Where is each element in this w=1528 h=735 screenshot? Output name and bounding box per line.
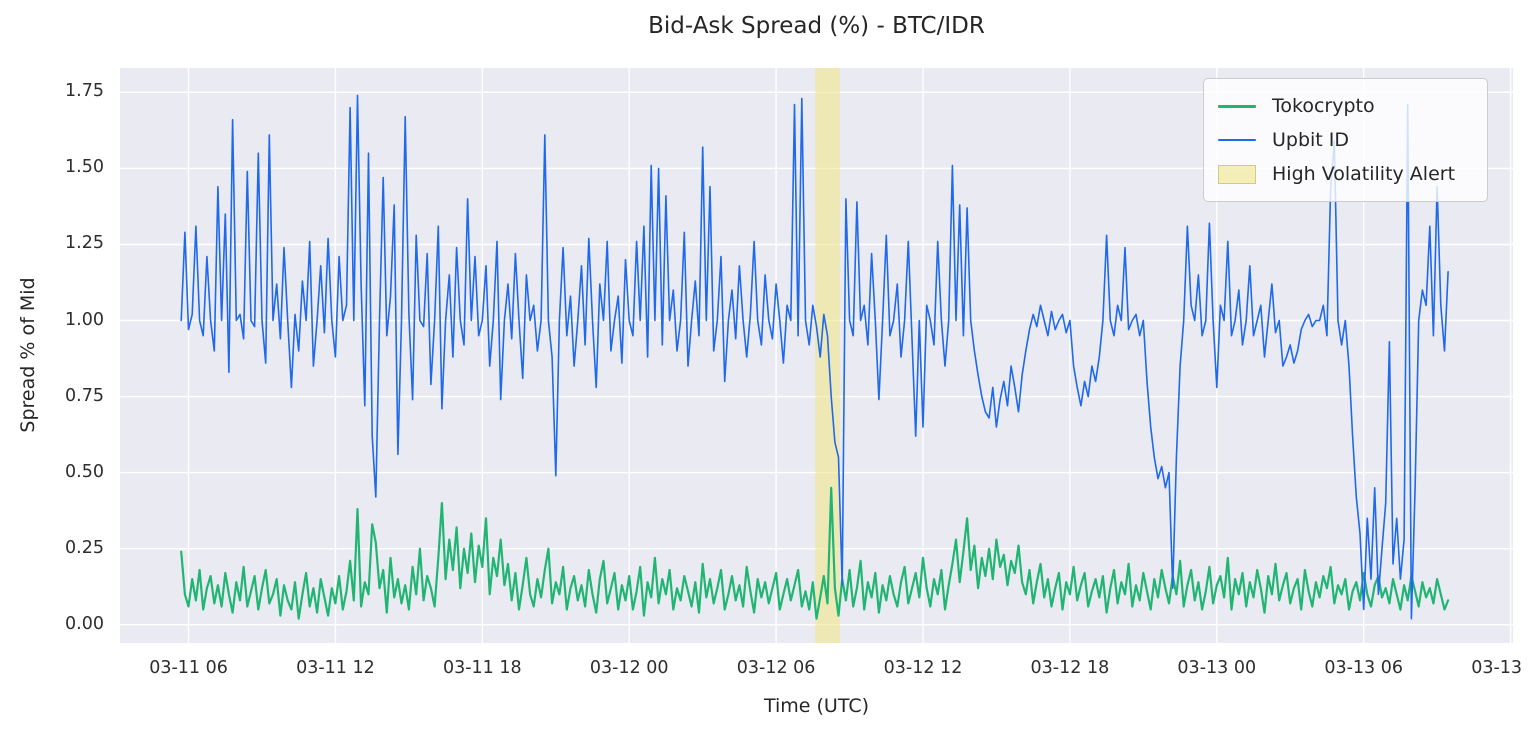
x-tick-label: 03-12 00 <box>589 658 669 678</box>
x-tick-label: 03-13 12 <box>1471 658 1528 678</box>
x-tick-label: 03-11 06 <box>149 658 228 678</box>
y-tick-label: 0.00 <box>65 613 104 634</box>
x-tick-label: 03-11 18 <box>442 658 522 678</box>
tokocrypto-line-swatch <box>1218 104 1256 108</box>
legend-item-high-volatility: High Volatility Alert <box>1218 157 1473 191</box>
series-line-upbit-id <box>180 94 1449 620</box>
x-axis-label: Time (UTC) <box>763 695 870 717</box>
x-tick-label: 03-13 00 <box>1177 658 1257 678</box>
high-volatility-patch-swatch <box>1218 164 1256 184</box>
legend-label-upbit: Upbit ID <box>1272 129 1350 151</box>
x-tick-label: 03-12 18 <box>1030 658 1110 678</box>
y-tick-label: 1.50 <box>65 157 104 178</box>
x-tick-label: 03-13 06 <box>1324 658 1403 678</box>
series-line-tokocrypto <box>180 486 1450 620</box>
x-tick-label: 03-11 12 <box>296 658 375 678</box>
legend-label-tokocrypto: Tokocrypto <box>1272 95 1375 117</box>
legend-item-tokocrypto: Tokocrypto <box>1218 89 1473 123</box>
y-tick-label: 1.25 <box>65 233 104 254</box>
y-tick-label: 0.50 <box>65 461 104 482</box>
x-tick-label: 03-12 06 <box>736 658 816 678</box>
y-tick-label: 1.75 <box>65 81 104 102</box>
y-tick-label: 1.00 <box>65 309 104 330</box>
y-tick-label: 0.75 <box>65 385 104 406</box>
upbit-line-swatch <box>1218 138 1256 142</box>
high-volatility-band <box>815 68 840 643</box>
legend-item-upbit: Upbit ID <box>1218 123 1473 157</box>
legend: Tokocrypto Upbit ID High Volatility Aler… <box>1203 78 1488 202</box>
chart-title: Bid-Ask Spread (%) - BTC/IDR <box>648 13 985 39</box>
legend-label-high-volatility: High Volatility Alert <box>1272 163 1456 185</box>
y-tick-label: 0.25 <box>65 537 104 558</box>
x-tick-label: 03-12 12 <box>883 658 963 678</box>
